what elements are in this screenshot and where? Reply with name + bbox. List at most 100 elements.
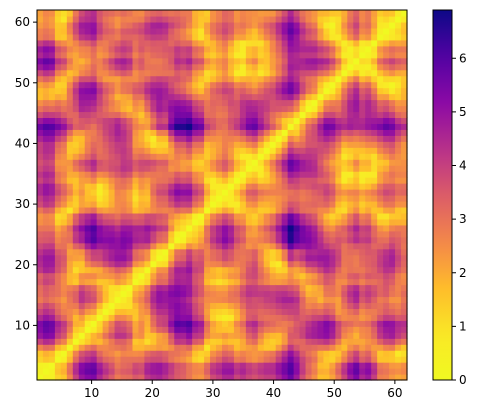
heatmap-cell — [198, 147, 205, 154]
heatmap-cell — [108, 374, 116, 381]
heatmap-cell — [180, 117, 187, 124]
heatmap-cell — [204, 284, 211, 292]
heatmap-cell — [269, 39, 277, 47]
heatmap-cell — [96, 21, 104, 29]
heatmap-cell — [335, 284, 342, 292]
heatmap-cell — [401, 183, 408, 190]
heatmap-cell — [114, 195, 122, 202]
heatmap-cell — [233, 374, 241, 381]
heatmap-cell — [162, 153, 169, 160]
heatmap-cell — [102, 266, 110, 274]
heatmap-cell — [120, 39, 128, 47]
heatmap-cell — [335, 242, 342, 250]
heatmap-cell — [227, 141, 235, 148]
heatmap-cell — [96, 350, 104, 357]
heatmap-cell — [54, 350, 62, 357]
heatmap-cell — [198, 129, 205, 136]
heatmap-cell — [263, 230, 271, 238]
heatmap-cell — [108, 129, 116, 136]
heatmap-cell — [371, 320, 378, 327]
heatmap-cell — [263, 290, 271, 298]
heatmap-cell — [377, 153, 384, 160]
heatmap-cell — [150, 51, 157, 59]
heatmap-cell — [72, 51, 80, 59]
heatmap-cell — [293, 212, 301, 220]
heatmap-cell — [78, 195, 86, 202]
heatmap-cell — [401, 87, 408, 95]
heatmap-cell — [192, 344, 199, 351]
heatmap-cell — [150, 320, 157, 327]
heatmap-cell — [114, 129, 122, 136]
heatmap-cell — [54, 362, 62, 369]
heatmap-cell — [317, 326, 325, 333]
heatmap-cell — [156, 99, 163, 107]
heatmap-cell — [222, 45, 229, 53]
heatmap-cell — [293, 105, 301, 113]
heatmap-cell — [287, 189, 295, 196]
heatmap-cell — [239, 87, 247, 95]
heatmap-cell — [156, 368, 163, 375]
heatmap-cell — [72, 171, 80, 178]
heatmap-cell — [102, 195, 110, 202]
heatmap-cell — [359, 159, 366, 166]
heatmap-cell — [96, 69, 104, 77]
heatmap-cell — [84, 278, 92, 286]
heatmap-cell — [192, 278, 199, 286]
heatmap-cell — [305, 200, 313, 208]
heatmap-cell — [42, 350, 50, 357]
heatmap-cell — [192, 284, 199, 292]
heatmap-cell — [108, 99, 116, 107]
heatmap-cell — [293, 320, 301, 327]
heatmap-cell — [263, 39, 271, 47]
heatmap-cell — [401, 320, 408, 327]
heatmap-cell — [120, 81, 128, 89]
heatmap-cell — [263, 87, 271, 95]
heatmap-cell — [305, 75, 313, 83]
heatmap-cell — [42, 105, 50, 113]
heatmap-cell — [371, 332, 378, 339]
heatmap-cell — [90, 206, 98, 214]
heatmap-cell — [293, 117, 301, 124]
heatmap-cell — [60, 21, 68, 29]
heatmap-cell — [377, 284, 384, 292]
heatmap-cell — [281, 135, 289, 142]
heatmap-cell — [114, 320, 122, 327]
heatmap-cell — [78, 338, 86, 345]
heatmap-cell — [323, 254, 331, 262]
heatmap-cell — [227, 338, 235, 345]
heatmap-cell — [263, 254, 271, 262]
heatmap-cell — [323, 141, 331, 148]
heatmap-cell — [84, 45, 92, 53]
heatmap-cell — [114, 206, 122, 214]
heatmap-cell — [365, 129, 372, 136]
heatmap-cell — [377, 15, 384, 23]
heatmap-cell — [66, 278, 74, 286]
heatmap-cell — [251, 206, 259, 214]
heatmap-cell — [359, 39, 366, 47]
heatmap-cell — [257, 332, 265, 339]
heatmap-cell — [66, 165, 74, 172]
heatmap-cell — [245, 63, 253, 71]
heatmap-cell — [162, 51, 169, 59]
heatmap-cell — [150, 260, 157, 268]
heatmap-cell — [335, 81, 342, 89]
heatmap-cell — [162, 248, 169, 256]
heatmap-cell — [335, 165, 342, 172]
heatmap-cell — [204, 290, 211, 298]
heatmap-cell — [353, 81, 360, 89]
heatmap-cell — [84, 123, 92, 130]
heatmap-cell — [305, 230, 313, 238]
heatmap-cell — [317, 368, 325, 375]
heatmap-cell — [60, 141, 68, 148]
heatmap-cell — [401, 224, 408, 232]
heatmap-cell — [37, 27, 44, 35]
heatmap-cell — [311, 200, 319, 208]
heatmap-cell — [395, 236, 402, 244]
heatmap-cell — [156, 117, 163, 124]
heatmap-cell — [168, 111, 175, 119]
heatmap-cell — [341, 63, 348, 71]
heatmap-cell — [198, 206, 205, 214]
heatmap-cell — [180, 374, 187, 381]
heatmap-cell — [341, 10, 348, 17]
heatmap-cell — [269, 171, 277, 178]
